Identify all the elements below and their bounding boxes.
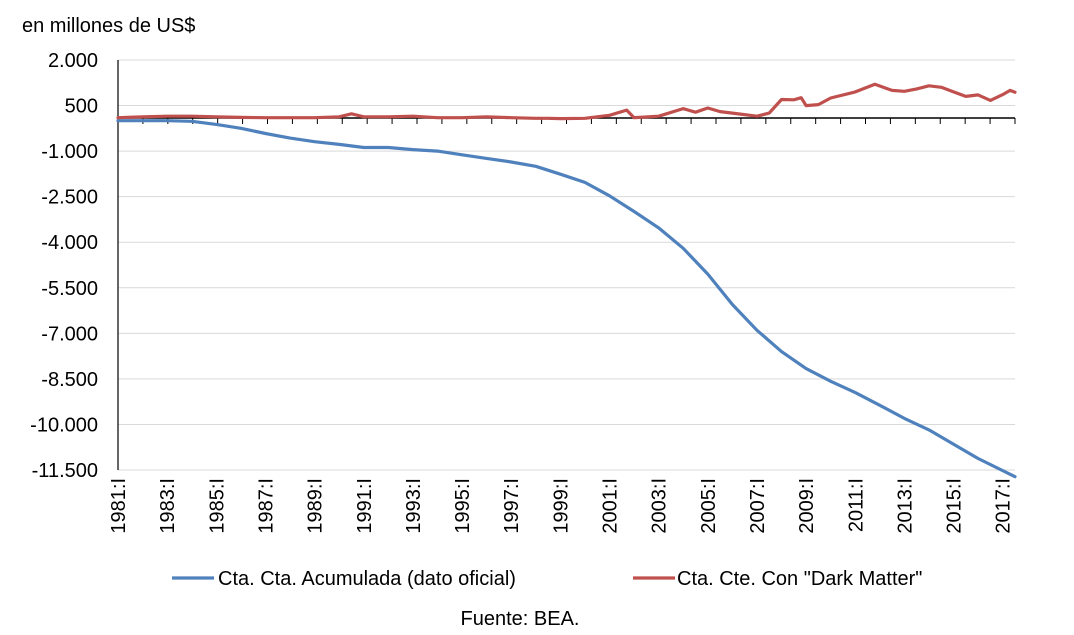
x-tick-label: 2015:I: [944, 478, 966, 534]
x-tick-label: 2017:I: [993, 478, 1015, 534]
y-tick-label: 2.000: [48, 50, 98, 72]
gridlines: [117, 59, 1015, 471]
y-tick-label: -8.500: [41, 369, 98, 391]
x-tick-label: 1993:I: [403, 478, 425, 534]
y-tick-label: -5.500: [41, 278, 98, 300]
y-axis-label: en millones de US$: [22, 15, 195, 37]
series-lines: [116, 82, 1017, 479]
x-tick-label: 1999:I: [550, 478, 572, 534]
x-tick-label: 2009:I: [796, 478, 818, 534]
x-tick-label: 1983:I: [157, 478, 179, 534]
x-tick-label: 2007:I: [747, 478, 769, 534]
x-tick-label: 2011:I: [845, 478, 867, 532]
x-tick-label: 1995:I: [452, 478, 474, 534]
legend: Cta. Cta. Acumulada (dato oficial) Cta. C…: [172, 568, 922, 590]
x-tick-label: 2003:I: [649, 478, 671, 534]
legend-label: Cta. Cta. Acumulada (dato oficial): [218, 568, 516, 590]
series-line: [116, 119, 1017, 479]
y-tick-label: 500: [65, 96, 98, 118]
x-axis: 1981:I 1983:I 1985:I 1987:I 1989:I 1991:I 1993…: [108, 117, 1016, 534]
x-tick-label: 1991:I: [354, 478, 376, 534]
x-tick-label: 1987:I: [255, 478, 277, 534]
y-tick-label: -4.000: [41, 232, 98, 254]
x-tick-label: 1985:I: [206, 478, 228, 534]
y-tick-label: -11.500: [32, 460, 98, 482]
y-tick-label: -1.000: [41, 141, 98, 163]
x-tick-label: 1989:I: [305, 478, 327, 534]
y-tick-label: -2.500: [41, 187, 98, 209]
legend-label: Cta. Cte. Con "Dark Matter": [677, 568, 922, 590]
x-tick-label: 2005:I: [698, 478, 720, 534]
y-tick-label: -7.000: [41, 323, 98, 345]
y-tick-labels: 2.000 500 -1.000 -2.500 -4.000 -5.500 -7.000 -8…: [30, 50, 98, 482]
source-note: Fuente: BEA.: [461, 608, 580, 630]
x-tick-label: 2001:I: [600, 478, 622, 534]
x-tick-label: 2013:I: [894, 478, 916, 534]
y-tick-label: -10.000: [30, 414, 98, 436]
series-line: [116, 82, 1017, 121]
x-tick-label: 1997:I: [501, 478, 523, 534]
x-tick-label: 1981:I: [108, 478, 130, 534]
